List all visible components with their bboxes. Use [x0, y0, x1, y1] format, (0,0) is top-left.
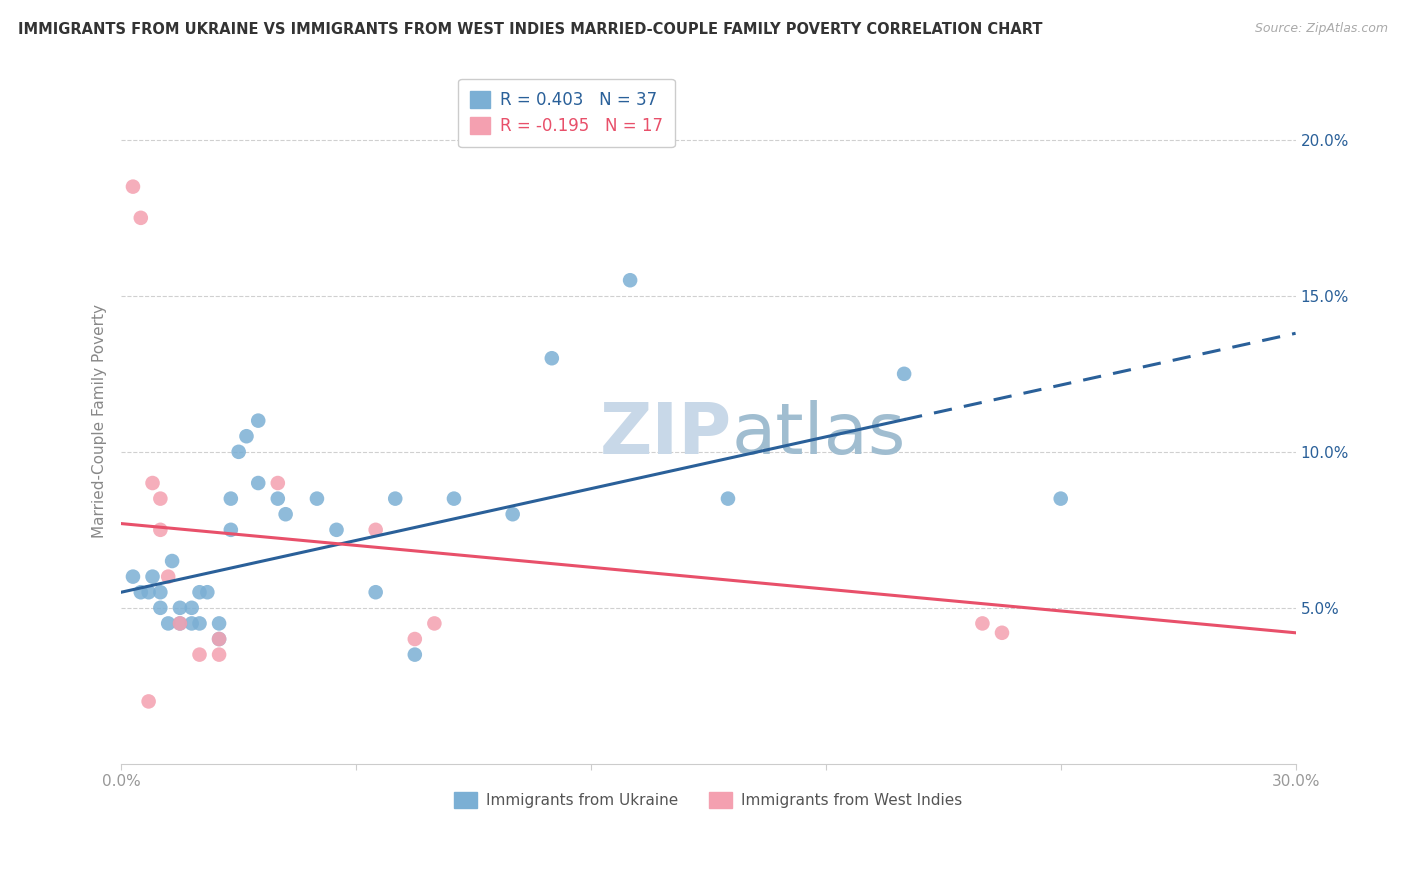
Point: [157, 569, 180, 583]
Point: [122, 569, 145, 583]
Point: [149, 600, 172, 615]
Point: [619, 273, 641, 287]
Point: [364, 585, 387, 599]
Point: [219, 491, 242, 506]
Point: [160, 554, 183, 568]
Point: [122, 179, 145, 194]
Point: [208, 648, 231, 662]
Point: [188, 648, 211, 662]
Text: IMMIGRANTS FROM UKRAINE VS IMMIGRANTS FROM WEST INDIES MARRIED-COUPLE FAMILY POV: IMMIGRANTS FROM UKRAINE VS IMMIGRANTS FR…: [18, 22, 1043, 37]
Text: Source: ZipAtlas.com: Source: ZipAtlas.com: [1254, 22, 1388, 36]
Point: [169, 616, 191, 631]
Point: [208, 616, 231, 631]
Point: [180, 616, 202, 631]
Point: [247, 476, 270, 491]
Point: [228, 445, 250, 459]
Point: [443, 491, 465, 506]
Point: [247, 414, 270, 428]
Point: [502, 507, 524, 521]
Point: [717, 491, 740, 506]
Point: [325, 523, 347, 537]
Point: [384, 491, 406, 506]
Point: [180, 600, 202, 615]
Point: [157, 616, 180, 631]
Point: [991, 625, 1014, 640]
Point: [141, 569, 163, 583]
Point: [149, 585, 172, 599]
Point: [188, 585, 211, 599]
Point: [138, 585, 160, 599]
Point: [141, 476, 163, 491]
Point: [267, 476, 290, 491]
Point: [423, 616, 446, 631]
Point: [540, 351, 562, 366]
Y-axis label: Married-Couple Family Poverty: Married-Couple Family Poverty: [93, 303, 107, 538]
Point: [404, 632, 426, 646]
Point: [972, 616, 994, 631]
Point: [1049, 491, 1071, 506]
Legend: Immigrants from Ukraine, Immigrants from West Indies: Immigrants from Ukraine, Immigrants from…: [449, 787, 969, 814]
Point: [188, 616, 211, 631]
Point: [149, 491, 172, 506]
Point: [149, 523, 172, 537]
Point: [169, 616, 191, 631]
Point: [195, 585, 218, 599]
Point: [274, 507, 297, 521]
Point: [267, 491, 290, 506]
Point: [219, 523, 242, 537]
Point: [893, 367, 915, 381]
Point: [169, 600, 191, 615]
Point: [129, 211, 152, 225]
Point: [208, 632, 231, 646]
Point: [235, 429, 257, 443]
Point: [364, 523, 387, 537]
Text: atlas: atlas: [733, 400, 907, 469]
Point: [138, 694, 160, 708]
Point: [129, 585, 152, 599]
Point: [305, 491, 328, 506]
Point: [404, 648, 426, 662]
Point: [208, 632, 231, 646]
Text: ZIP: ZIP: [599, 400, 733, 469]
